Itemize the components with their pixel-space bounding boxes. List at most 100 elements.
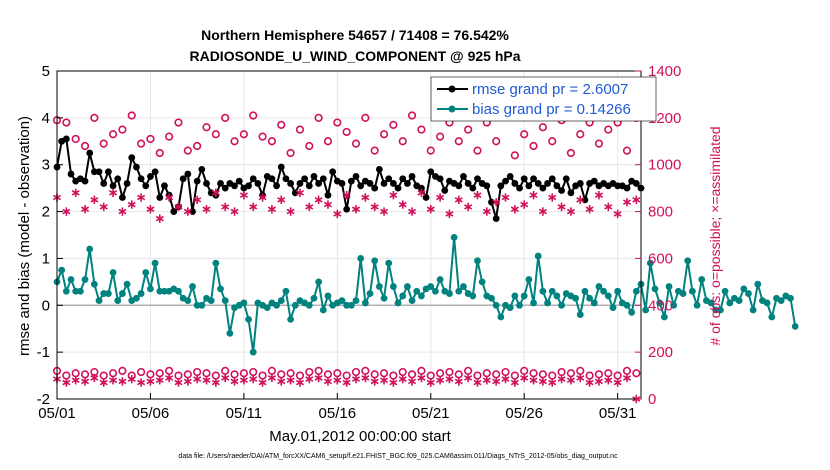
star-stroke [202,377,211,384]
bias-point [530,299,537,307]
obs_possible-point [473,146,482,155]
bias-point [534,252,542,260]
low_obs_possible-point [249,367,258,377]
left-tick-label: -1 [37,344,50,361]
low_obs_assimilated-point [482,376,491,385]
bias-point [600,287,608,295]
low_obs_assimilated-point [314,373,323,383]
obs_assimilated-point [464,202,473,212]
bias-point [576,311,584,319]
star-stroke [529,192,538,198]
obs_assimilated-point [548,193,557,202]
plot-marks [52,111,799,404]
obs_possible-point [249,111,258,120]
low_obs_assimilated-point [557,374,566,384]
bias-point [137,290,145,297]
star-stroke [529,377,538,384]
obs_assimilated-point [389,190,398,200]
low_obs_possible-point [417,366,426,375]
obs_assimilated-point [183,207,192,216]
star-stroke [295,190,304,196]
bias-point [291,301,299,309]
rmse-point [506,173,514,180]
star-stroke [277,378,286,385]
bias-point [319,306,327,314]
rmse-point [441,187,449,194]
rmse-point [581,196,589,204]
star-stroke [436,194,445,201]
low_obs_assimilated-point [566,376,575,385]
rmse-point [539,184,547,192]
low_obs_assimilated-point [585,378,594,387]
obs_assimilated-point [622,198,632,207]
star-stroke [492,199,501,205]
low_obs_possible-point [155,369,164,378]
rmse-point [352,173,360,180]
low_obs_possible-point [108,369,118,378]
obs_assimilated-point [277,195,286,205]
bias-point [446,290,453,297]
low_obs_assimilated-point [258,378,267,387]
star-stroke [118,378,127,385]
bias-point [492,301,500,309]
bias-point [142,269,150,276]
star-stroke [576,197,585,203]
bias-point [184,297,192,304]
bias-point [670,301,678,309]
obs_assimilated-point [566,207,575,216]
low_obs_assimilated-point [165,373,174,383]
low_obs_assimilated-point [501,374,510,384]
low_obs_assimilated-point [90,373,99,383]
star-stroke [174,379,183,386]
bias-point [656,299,664,307]
rmse-point [530,175,537,183]
obs_possible-point [454,137,463,146]
star-stroke [389,192,398,198]
star-stroke [146,206,155,213]
obs_possible-point [370,146,379,155]
obs_possible-point [379,130,389,139]
right-tick-label: 200 [648,344,673,361]
low_obs_possible-point [632,369,641,378]
obs_possible-point [314,113,323,122]
rmse-point [235,177,243,185]
bias-point [455,287,463,295]
bias-point [104,290,112,297]
star-stroke [613,211,622,217]
obs_assimilated-point [436,193,445,202]
chart-subtitle: RADIOSONDE_U_WIND_COMPONENT @ 925 hPa [189,48,520,64]
bias-point [665,283,673,290]
low_obs_assimilated-point [594,377,603,386]
low_obs_possible-point [604,369,613,378]
low_obs_assimilated-point [109,376,118,385]
x-tick-label: 05/01 [38,405,76,422]
low_obs_assimilated-point [426,378,435,387]
bias-point [133,294,140,302]
rmse-point [488,198,495,206]
star-stroke [333,377,342,384]
star-stroke [538,378,547,385]
star-stroke [305,376,314,382]
rmse-point [198,166,206,173]
star-stroke [286,208,295,215]
rmse-point [394,184,402,192]
star-stroke [333,211,342,217]
star-stroke [398,201,407,208]
low_obs_possible-point [379,369,389,378]
obs_possible-point [165,132,174,141]
x-tick-label: 05/16 [319,405,357,422]
low_obs_possible-point [351,367,361,377]
bias-point [310,294,318,302]
obs_assimilated-point [632,195,641,205]
low_obs_assimilated-point [398,374,407,384]
star-stroke [351,376,361,382]
bias-point [693,301,701,309]
low_obs_assimilated-point [118,377,127,386]
rmse-point [147,173,154,180]
rmse-point [133,163,140,171]
low_obs_assimilated-point [99,378,108,387]
low_obs_possible-point [407,370,417,379]
rmse-point [408,173,416,180]
rmse-point [357,182,365,190]
bias-point [581,287,589,295]
